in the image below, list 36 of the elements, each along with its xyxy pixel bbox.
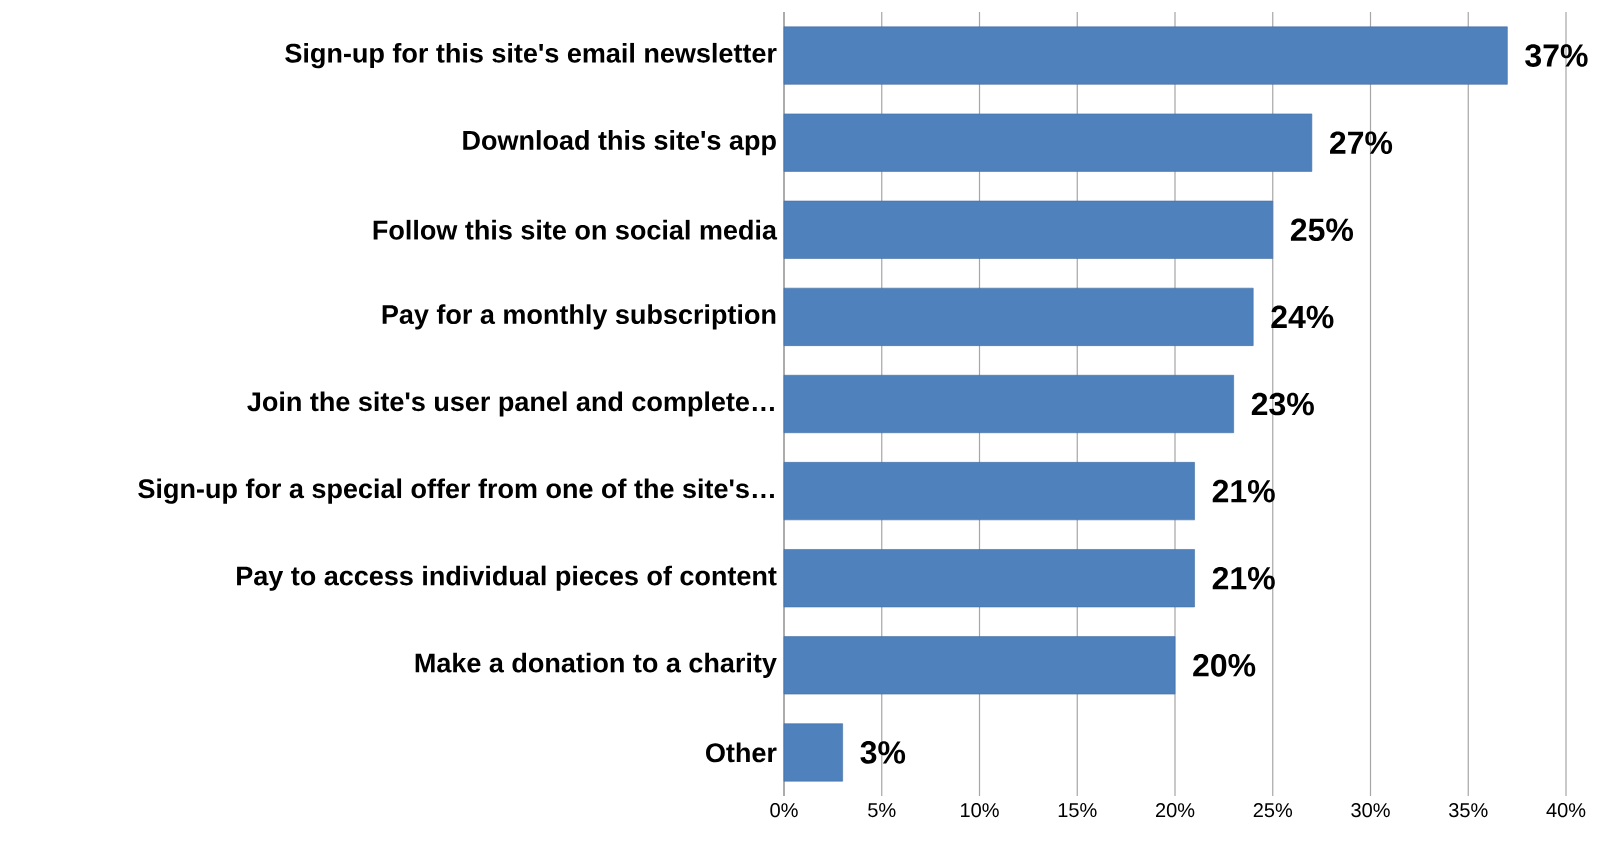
bar — [783, 636, 1176, 695]
data-label: 23% — [1251, 392, 1314, 416]
bar — [783, 287, 1254, 346]
x-tick-label: 25% — [1253, 803, 1293, 818]
y-tick-label: Other — [706, 742, 777, 763]
x-tick-label: 5% — [868, 803, 896, 818]
data-label: 3% — [860, 741, 906, 764]
x-tick-label: 0% — [770, 803, 798, 818]
bar — [783, 26, 1508, 85]
y-tick-label: Download this site's app — [463, 130, 776, 156]
data-label: 21% — [1212, 479, 1275, 503]
x-tick-label: 20% — [1155, 803, 1195, 818]
y-tick-label: Make a donation to a charity — [415, 652, 777, 678]
data-label: 24% — [1271, 305, 1334, 329]
x-tick-label: 15% — [1058, 803, 1097, 818]
x-tick-label: 40% — [1546, 803, 1586, 818]
y-tick-label: Pay to access individual pieces of content — [237, 565, 777, 591]
data-label: 21% — [1212, 566, 1275, 590]
bar — [783, 462, 1195, 521]
data-label: 20% — [1193, 654, 1256, 677]
bar — [783, 549, 1195, 608]
y-tick-label: Sign-up for a special offer from one of the site's… — [138, 478, 774, 504]
y-tick-label: Join the site's user panel and complete… — [247, 391, 774, 417]
data-label: 25% — [1290, 218, 1353, 242]
data-label: 37% — [1525, 44, 1588, 67]
bar — [783, 374, 1234, 434]
x-tick-label: 10% — [961, 803, 999, 818]
bar — [783, 723, 843, 782]
x-tick-label: 35% — [1448, 803, 1488, 818]
x-tick-label: 30% — [1351, 803, 1390, 818]
y-tick-label: Follow this site on social media — [373, 219, 778, 240]
y-tick-label: Pay for a monthly subscription — [382, 304, 776, 330]
y-tick-label: Sign-up for this site's email newsletter — [285, 42, 777, 69]
bar — [783, 200, 1274, 259]
bar — [783, 113, 1313, 172]
data-label: 27% — [1330, 131, 1393, 154]
